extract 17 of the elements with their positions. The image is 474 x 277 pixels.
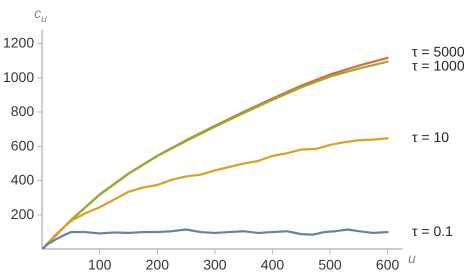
series-label: τ = 10: [412, 129, 450, 146]
x-tick-label: 500: [318, 256, 342, 272]
x-tick-label: 100: [88, 256, 112, 272]
y-tick-label: 400: [10, 172, 34, 188]
series-label: τ = 1000: [412, 58, 465, 74]
series-label: τ = 5000: [412, 44, 465, 60]
x-tick-label: 600: [376, 256, 400, 272]
series-label: τ = 0.1: [412, 222, 454, 239]
y-tick-label: 200: [10, 206, 34, 222]
y-tick-label: 800: [10, 103, 34, 120]
x-tick-label: 400: [260, 256, 284, 272]
y-tick-label: 1200: [2, 34, 34, 51]
x-tick-label: 300: [203, 256, 227, 272]
x-tick-label: 200: [146, 256, 170, 272]
y-tick-label: 600: [10, 137, 34, 154]
y-tick-label: 1000: [2, 68, 34, 85]
x-axis-title: u: [408, 250, 416, 266]
